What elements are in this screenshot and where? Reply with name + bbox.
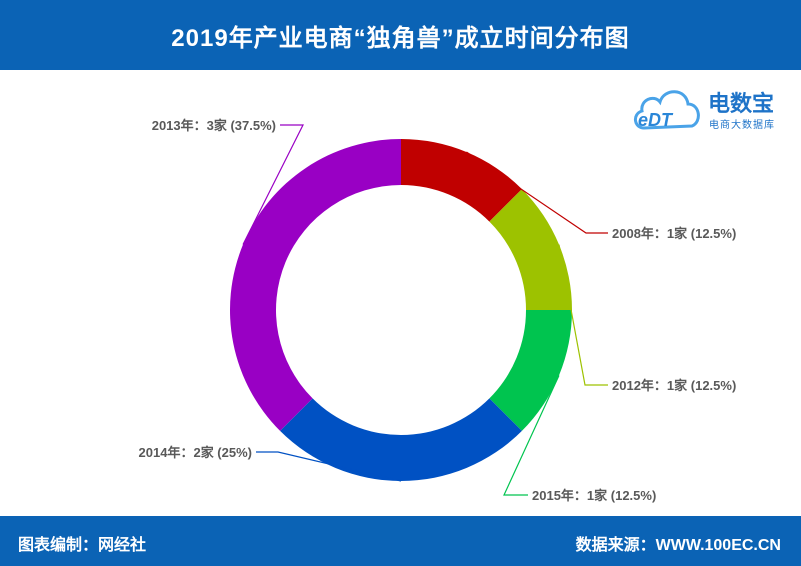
cloud-logo-icon: eDT — [634, 90, 700, 130]
footer-source: 数据来源：WWW.100EC.CN — [575, 537, 781, 554]
brand-logo: eDT 电数宝 电商大数据库 — [630, 78, 795, 138]
logo-subtitle: 电商大数据库 — [709, 120, 775, 131]
leader-line-2008年 — [466, 151, 608, 234]
leader-line-2015年 — [503, 375, 560, 496]
leader-line-2012年 — [558, 244, 608, 386]
slice-labels: 2008年：1家 (12.5%) 2012年：1家 (12.5%) 2015年：1家… — [139, 118, 737, 503]
slice-label-2014年: 2014年：2家 (25%) — [139, 445, 252, 460]
donut-slice-2014年 — [280, 398, 522, 481]
leader-line-2014年 — [256, 451, 402, 482]
label-leaders — [242, 124, 608, 496]
slice-label-2015年: 2015年：1家 (12.5%) — [532, 488, 656, 503]
donut-slice-2015年 — [489, 310, 572, 431]
slice-label-2008年: 2008年：1家 (12.5%) — [612, 226, 736, 241]
leader-line-2013年 — [242, 124, 304, 245]
donut-slices — [230, 139, 572, 481]
donut-chart: 2008年：1家 (12.5%) 2012年：1家 (12.5%) 2015年：1家… — [139, 118, 737, 503]
donut-slice-2013年 — [230, 139, 401, 431]
donut-slice-2012年 — [489, 189, 572, 310]
slice-label-2013年: 2013年：3家 (37.5%) — [152, 118, 276, 133]
footer-credit: 图表编制：网经社 — [18, 537, 147, 554]
logo-mark: eDT — [638, 110, 674, 130]
chart-title: 2019年产业电商“独角兽”成立时间分布图 — [171, 24, 630, 52]
chart-header: 2019年产业电商“独角兽”成立时间分布图 — [0, 0, 801, 70]
chart-footer: 图表编制：网经社 数据来源：WWW.100EC.CN — [0, 516, 801, 566]
logo-brand: 电数宝 — [708, 91, 775, 116]
slice-label-2012年: 2012年：1家 (12.5%) — [612, 378, 736, 393]
donut-slice-2008年 — [401, 139, 522, 222]
